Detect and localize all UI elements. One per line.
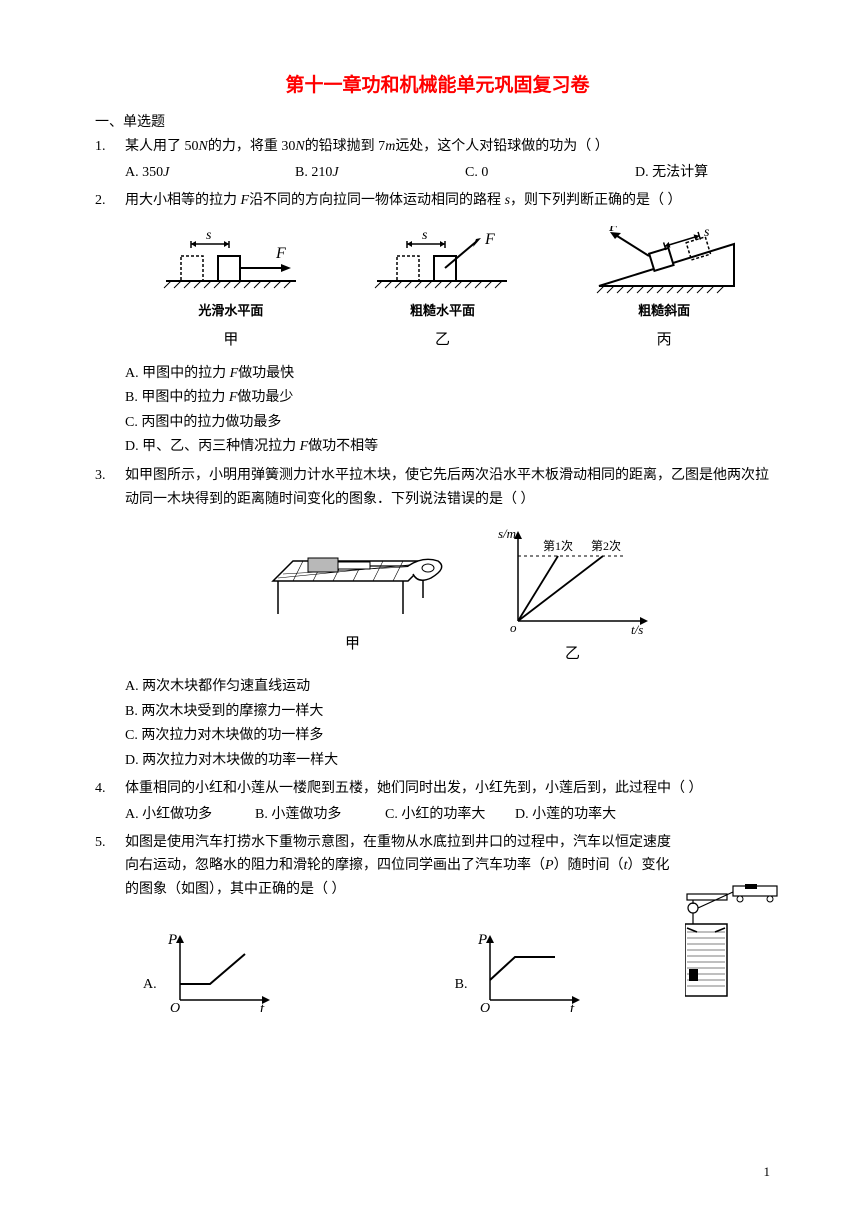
q2-var-f: F	[241, 193, 250, 208]
q5-side-figure	[685, 884, 780, 1004]
q4-opt-d: D. 小莲的功率大	[515, 803, 645, 827]
q1-opt-d: D. 无法计算	[635, 161, 805, 185]
q2-opt-a-f: F	[230, 366, 239, 381]
page-number: 1	[764, 1164, 771, 1180]
q1-unit-n1: N	[199, 139, 208, 154]
svg-text:O: O	[170, 1001, 180, 1012]
q2-opt-b: B. 甲图中的拉力	[125, 390, 229, 405]
q2-fig-yi: s F	[367, 226, 517, 296]
q2-fig-jia: s F	[156, 226, 306, 296]
question-1: 1. 某人用了 50N的力，将重 30N的铅球抛到 7m远处，这个人对铅球做的功…	[95, 135, 780, 185]
q2-opt-a2: 做功最快	[238, 366, 294, 381]
q2-opt-d-f: F	[300, 439, 309, 454]
q4-opt-b: B. 小莲做功多	[255, 803, 385, 827]
svg-text:F: F	[275, 245, 286, 262]
svg-text:s/m: s/m	[498, 526, 516, 541]
q2-opt-b2: 做功最少	[237, 390, 293, 405]
svg-text:o: o	[510, 620, 517, 635]
q2-opt-d2: 做功不相等	[308, 439, 378, 454]
q2-fig-bing-sub: 丙	[579, 328, 749, 354]
question-3: 3. 如甲图所示，小明用弹簧测力计水平拉木块，使它先后两次沿水平木板滑动相同的距…	[95, 464, 780, 773]
svg-text:s: s	[704, 226, 710, 240]
svg-text:第1次: 第1次	[543, 539, 573, 553]
q2-fig-jia-sub: 甲	[156, 328, 306, 354]
svg-text:F: F	[608, 226, 619, 235]
q2-opt-a: A. 甲图中的拉力	[125, 366, 230, 381]
q1-opt-a-unit: J	[163, 165, 169, 180]
q3-opt-c: C. 两次拉力对木块做的功一样多	[125, 724, 780, 749]
q3-opt-a: A. 两次木块都作匀速直线运动	[125, 675, 780, 700]
q3-opt-b: B. 两次木块受到的摩擦力一样大	[125, 700, 780, 725]
q1-text-d: 远处，这个人对铅球做的功为（ ）	[395, 139, 609, 154]
svg-text:s: s	[206, 228, 212, 243]
q2-text-c: ，则下列判断正确的是（ ）	[510, 193, 682, 208]
q3-fig-yi: s/m t/s o 第1次 第2次	[493, 526, 653, 636]
q5-opt-a-label: A.	[143, 973, 157, 997]
q3-fig-jia-label: 甲	[253, 632, 453, 658]
svg-text:s: s	[422, 228, 428, 243]
q5-graph-b: P t O	[475, 932, 585, 1012]
q3-text: 如甲图所示，小明用弹簧测力计水平拉木块，使它先后两次沿水平木板滑动相同的距离，乙…	[125, 464, 780, 512]
q2-fig-yi-sub: 乙	[367, 328, 517, 354]
svg-text:O: O	[480, 1001, 490, 1012]
question-2: 2. 用大小相等的拉力 F沿不同的方向拉同一物体运动相同的路程 s，则下列判断正…	[95, 189, 780, 460]
q1-opt-b: B. 210	[295, 165, 332, 180]
q5-opt-b-label: B.	[455, 973, 468, 997]
q4-opt-c: C. 小红的功率大	[385, 803, 515, 827]
q1-unit-n2: N	[295, 139, 304, 154]
q2-opt-c: C. 丙图中的拉力做功最多	[125, 411, 780, 436]
q1-opt-a: A. 350	[125, 165, 163, 180]
q1-number: 1.	[95, 135, 125, 185]
svg-text:P: P	[167, 932, 177, 948]
q3-fig-yi-label: 乙	[493, 642, 653, 668]
q5-text-b: ）随时间（	[554, 858, 624, 873]
q2-fig-bing: F s	[579, 226, 749, 296]
q1-text-c: 的铅球抛到 7	[305, 139, 386, 154]
q3-number: 3.	[95, 464, 125, 773]
q3-fig-jia	[253, 526, 453, 626]
q5-var-p: P	[545, 858, 554, 873]
q5-number: 5.	[95, 831, 125, 1012]
q2-text-b: 沿不同的方向拉同一物体运动相同的路程	[249, 193, 505, 208]
q1-text-a: 某人用了 50	[125, 139, 199, 154]
svg-text:F: F	[484, 231, 495, 248]
question-4: 4. 体重相同的小红和小莲从一楼爬到五楼，她们同时出发，小红先到，小莲后到，此过…	[95, 777, 780, 827]
svg-text:t/s: t/s	[631, 622, 643, 636]
q2-fig-bing-label: 粗糙斜面	[579, 300, 749, 322]
q2-number: 2.	[95, 189, 125, 460]
q1-opt-c: C. 0	[465, 161, 635, 185]
svg-text:P: P	[477, 932, 487, 948]
q2-fig-jia-label: 光滑水平面	[156, 300, 306, 322]
q3-opt-d: D. 两次拉力对木块做的功率一样大	[125, 749, 780, 774]
q2-fig-yi-label: 粗糙水平面	[367, 300, 517, 322]
q2-text-a: 用大小相等的拉力	[125, 193, 241, 208]
q5-graph-a: P t O	[165, 932, 275, 1012]
q2-opt-d: D. 甲、乙、丙三种情况拉力	[125, 439, 300, 454]
q1-text-b: 的力，将重 30	[208, 139, 296, 154]
q4-opt-a: A. 小红做功多	[125, 803, 255, 827]
q1-opt-b-unit: J	[332, 165, 338, 180]
question-5: 5. 如图是使用汽车打捞水下重物示意图，在重物从水底拉到井口的过程中，汽车以恒定…	[95, 831, 780, 1012]
q1-unit-m: m	[385, 139, 395, 154]
svg-text:第2次: 第2次	[591, 539, 621, 553]
q4-number: 4.	[95, 777, 125, 827]
q4-text: 体重相同的小红和小莲从一楼爬到五楼，她们同时出发，小红先到，小莲后到，此过程中（…	[125, 777, 780, 801]
page-title: 第十一章功和机械能单元巩固复习卷	[95, 70, 780, 97]
section-heading: 一、单选题	[95, 111, 780, 131]
